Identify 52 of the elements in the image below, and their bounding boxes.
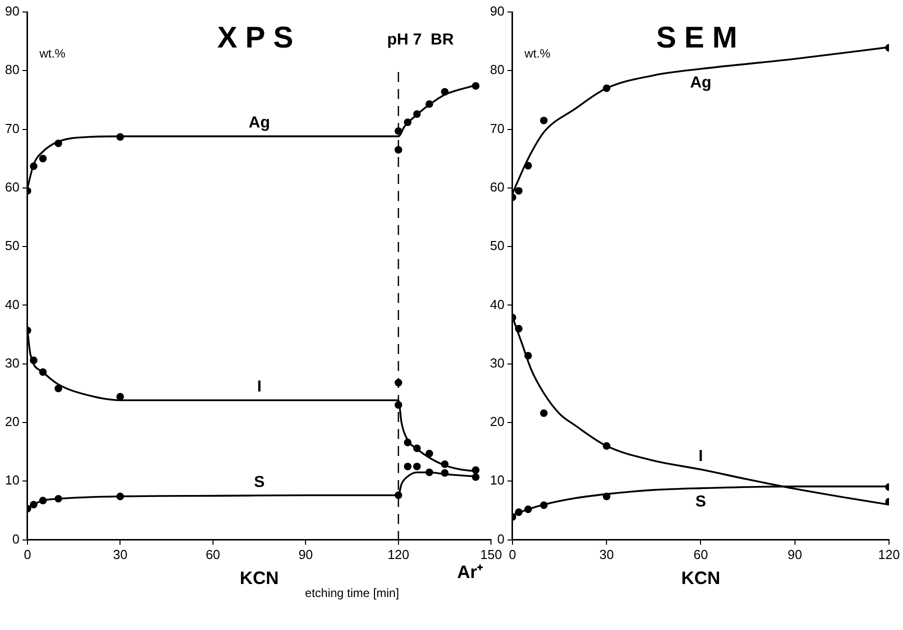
x-tick-label: 30 xyxy=(599,547,614,562)
chart-title: SEM xyxy=(656,21,746,54)
point xyxy=(540,409,548,417)
series-label: Ag xyxy=(248,114,270,132)
series-label: S xyxy=(254,474,265,491)
y-tick-label: 70 xyxy=(490,120,504,136)
series-label: S xyxy=(695,494,706,511)
x-tick-label: 120 xyxy=(878,547,900,562)
y-tick-label: 60 xyxy=(490,180,504,195)
point xyxy=(540,116,548,124)
x-tick-label: 150 xyxy=(480,547,502,562)
x-axis-title: KCN xyxy=(681,568,720,588)
x-tick-label: 90 xyxy=(298,547,313,562)
x-tick-label: 0 xyxy=(508,547,516,562)
y-tick-label: 40 xyxy=(4,296,20,312)
y-tick-label: 30 xyxy=(490,355,504,370)
series-label: Ag xyxy=(690,74,712,92)
y-tick-label: 90 xyxy=(4,4,20,19)
y-axis-title: wt.% xyxy=(38,46,66,60)
y-tick-label: 90 xyxy=(490,4,504,19)
ref-line-label: pH 7 BR xyxy=(387,31,454,48)
y-tick-label: 20 xyxy=(4,414,20,430)
x-axis-title: KCN xyxy=(240,568,279,588)
y-axis-title: wt.% xyxy=(523,46,551,60)
x-tick-label: 90 xyxy=(788,547,802,562)
point xyxy=(413,462,421,470)
text: etching time [min] xyxy=(305,586,400,600)
y-tick-label: 60 xyxy=(4,180,20,195)
y-tick-label: 80 xyxy=(490,62,504,78)
y-tick-label: 50 xyxy=(490,238,504,254)
text: Ar⁺ xyxy=(457,562,484,582)
x-tick-label: 0 xyxy=(24,547,32,562)
y-tick-label: 10 xyxy=(490,472,504,488)
y-tick-label: 20 xyxy=(490,414,504,430)
x-tick-label: 60 xyxy=(693,547,708,562)
y-tick-label: 30 xyxy=(4,355,20,370)
y-tick-label: 50 xyxy=(4,238,20,254)
y-tick-label: 10 xyxy=(4,472,20,488)
y-tick-label: 80 xyxy=(4,62,20,78)
point xyxy=(39,154,47,162)
x-tick-label: 30 xyxy=(112,547,128,562)
series-label: I xyxy=(257,378,262,396)
y-tick-label: 0 xyxy=(12,531,20,546)
x-tick-label: 120 xyxy=(388,547,410,562)
point xyxy=(404,462,412,470)
point xyxy=(514,187,523,195)
series-label: I xyxy=(698,448,703,465)
x-tick-label: 60 xyxy=(206,547,220,562)
y-tick-label: 0 xyxy=(497,531,504,546)
y-tick-label: 70 xyxy=(4,120,20,136)
y-tick-label: 40 xyxy=(490,296,504,312)
chart-title: XPS xyxy=(217,21,302,54)
